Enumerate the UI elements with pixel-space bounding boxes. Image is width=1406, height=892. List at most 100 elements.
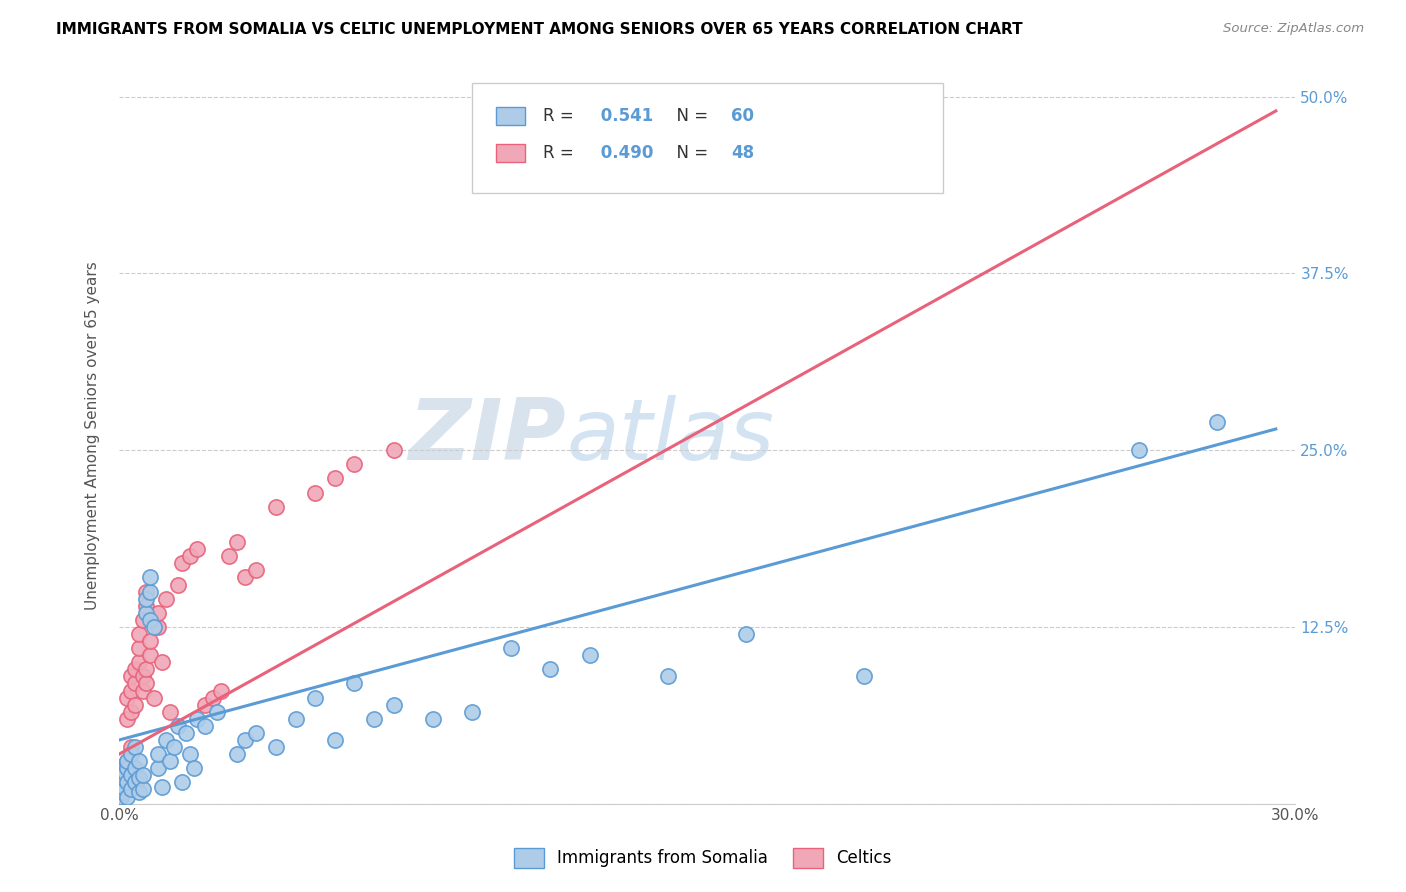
Point bbox=[202, 690, 225, 705]
Text: 60: 60 bbox=[731, 107, 754, 125]
Point bbox=[139, 584, 162, 599]
Point bbox=[120, 705, 142, 719]
Text: ZIP: ZIP bbox=[409, 394, 567, 477]
Text: atlas: atlas bbox=[567, 394, 775, 477]
Text: N =: N = bbox=[666, 144, 713, 162]
Point bbox=[131, 683, 153, 698]
Point bbox=[124, 740, 146, 755]
Point bbox=[139, 648, 162, 663]
Point bbox=[148, 761, 170, 775]
Point bbox=[304, 690, 326, 705]
Point bbox=[179, 549, 201, 564]
Point bbox=[1206, 415, 1229, 429]
Point bbox=[110, 789, 132, 804]
Point bbox=[120, 740, 142, 755]
Point bbox=[135, 591, 157, 606]
Point bbox=[1128, 443, 1150, 458]
Point bbox=[115, 754, 138, 768]
Point bbox=[343, 458, 366, 472]
Point bbox=[120, 782, 142, 797]
FancyBboxPatch shape bbox=[495, 144, 524, 162]
Text: 0.541: 0.541 bbox=[596, 107, 654, 125]
Point bbox=[245, 726, 267, 740]
Point bbox=[135, 584, 157, 599]
Point bbox=[150, 780, 173, 794]
FancyBboxPatch shape bbox=[472, 83, 942, 194]
Point bbox=[139, 613, 162, 627]
Point bbox=[343, 676, 366, 690]
Point bbox=[128, 627, 150, 641]
Point bbox=[323, 733, 346, 747]
Point bbox=[155, 591, 177, 606]
Point bbox=[233, 733, 256, 747]
Point bbox=[128, 655, 150, 669]
Point bbox=[461, 705, 484, 719]
Point bbox=[124, 698, 146, 712]
Point bbox=[174, 726, 197, 740]
Point bbox=[363, 712, 385, 726]
Point bbox=[170, 557, 193, 571]
Point bbox=[155, 733, 177, 747]
Text: N =: N = bbox=[666, 107, 713, 125]
Point bbox=[323, 471, 346, 485]
Point bbox=[110, 789, 132, 804]
Point bbox=[218, 549, 240, 564]
Point bbox=[124, 775, 146, 789]
Point bbox=[382, 443, 405, 458]
Point bbox=[128, 754, 150, 768]
Point bbox=[131, 782, 153, 797]
Text: 48: 48 bbox=[731, 144, 754, 162]
Point bbox=[264, 500, 287, 514]
Point bbox=[225, 747, 247, 761]
Point bbox=[135, 676, 157, 690]
Text: IMMIGRANTS FROM SOMALIA VS CELTIC UNEMPLOYMENT AMONG SENIORS OVER 65 YEARS CORRE: IMMIGRANTS FROM SOMALIA VS CELTIC UNEMPL… bbox=[56, 22, 1024, 37]
Point bbox=[209, 683, 232, 698]
Point bbox=[578, 648, 600, 663]
Text: R =: R = bbox=[543, 144, 578, 162]
Point bbox=[284, 712, 307, 726]
Point bbox=[131, 669, 153, 683]
Point bbox=[167, 719, 190, 733]
Point bbox=[194, 698, 217, 712]
Point bbox=[159, 705, 181, 719]
Point bbox=[186, 542, 208, 557]
Point bbox=[128, 641, 150, 656]
Point bbox=[120, 669, 142, 683]
Point bbox=[111, 785, 134, 799]
Point bbox=[186, 712, 208, 726]
Point bbox=[139, 634, 162, 648]
Point bbox=[124, 662, 146, 676]
Text: 0.490: 0.490 bbox=[596, 144, 654, 162]
Point bbox=[167, 577, 190, 591]
Point bbox=[111, 768, 134, 782]
Point bbox=[179, 747, 201, 761]
Point bbox=[163, 740, 186, 755]
Point bbox=[135, 599, 157, 613]
FancyBboxPatch shape bbox=[495, 107, 524, 126]
Point bbox=[124, 676, 146, 690]
Point bbox=[124, 761, 146, 775]
Point bbox=[115, 789, 138, 804]
Point bbox=[135, 662, 157, 676]
Point bbox=[131, 768, 153, 782]
Legend: Immigrants from Somalia, Celtics: Immigrants from Somalia, Celtics bbox=[508, 841, 898, 875]
Point bbox=[143, 620, 166, 634]
Point bbox=[501, 641, 523, 656]
Point bbox=[422, 712, 444, 726]
Text: R =: R = bbox=[543, 107, 578, 125]
Point bbox=[205, 705, 228, 719]
Text: Source: ZipAtlas.com: Source: ZipAtlas.com bbox=[1223, 22, 1364, 36]
Point bbox=[225, 535, 247, 549]
Point bbox=[128, 771, 150, 785]
Point bbox=[183, 761, 205, 775]
Point bbox=[233, 570, 256, 584]
Point bbox=[538, 662, 561, 676]
Point bbox=[111, 782, 134, 797]
Point bbox=[139, 570, 162, 584]
Point bbox=[148, 747, 170, 761]
Point bbox=[159, 754, 181, 768]
Point bbox=[135, 606, 157, 620]
Point bbox=[735, 627, 758, 641]
Point bbox=[853, 669, 876, 683]
Point bbox=[120, 768, 142, 782]
